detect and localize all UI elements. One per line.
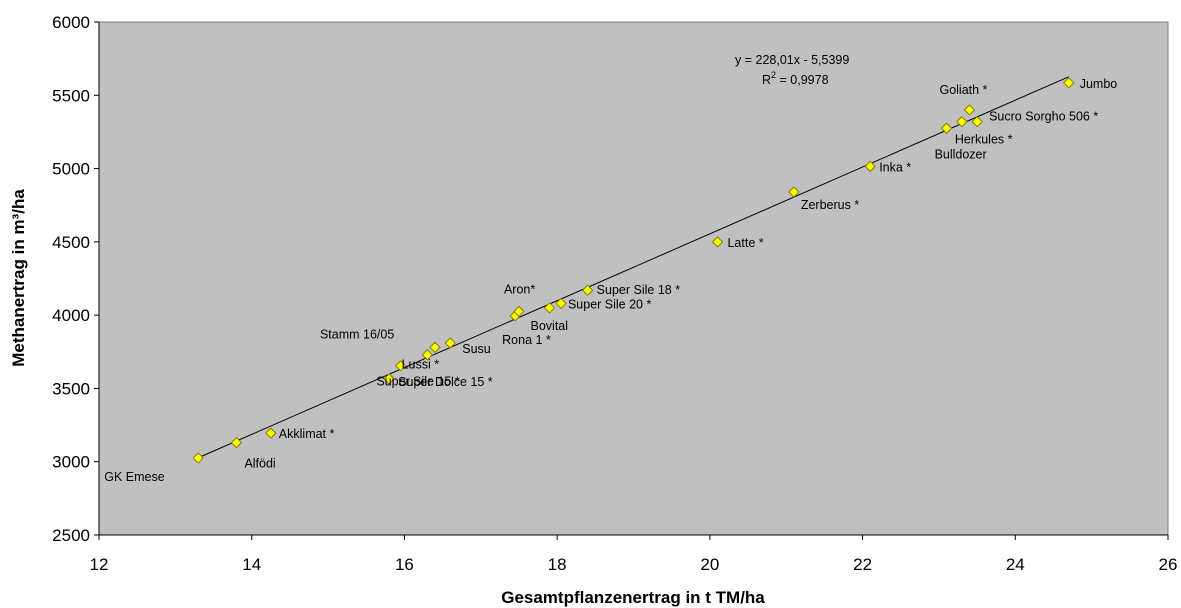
data-point-label: Aron* (504, 282, 535, 296)
data-point-label: Super Sile 20 * (568, 297, 652, 311)
data-point (555, 297, 567, 310)
data-point (788, 186, 800, 198)
data-point-label: Sucro Sorgho 506 * (989, 110, 1098, 124)
x-tick-label: 26 (1159, 555, 1178, 574)
data-point (230, 436, 243, 449)
data-point-label: Bulldozer (935, 147, 987, 161)
data-point-label: Herkules * (955, 133, 1013, 147)
data-point (421, 349, 434, 361)
data-point-label: Latte * (727, 236, 763, 250)
y-tick-label: 4000 (52, 306, 90, 325)
data-point (581, 284, 594, 296)
data-point (429, 341, 441, 354)
data-point (1063, 77, 1075, 89)
trendline (198, 76, 1069, 459)
r2-value: = 0,9978 (776, 73, 829, 87)
data-point (394, 360, 407, 372)
data-point-label: Stamm 16/05 (320, 327, 394, 341)
x-axis-title: Gesamtpflanzenertrag in t TM/ha (501, 588, 765, 607)
x-tick-label: 24 (1006, 555, 1025, 574)
data-point-label: Super Sile 18 * (597, 283, 681, 297)
data-point (940, 122, 953, 134)
y-axis: 2500 3000 3500 4000 4500 5000 5500 6000 (52, 13, 100, 545)
data-point-label: Lussi * (402, 358, 440, 372)
data-point-label: Bovital (531, 319, 569, 333)
data-point (963, 104, 976, 116)
data-point (383, 373, 395, 385)
r2-prefix: R (762, 73, 771, 87)
data-point-label: Inka * (879, 160, 911, 174)
y-tick-label: 5000 (52, 160, 90, 179)
data-point-label: Akklimat * (279, 427, 335, 441)
data-point (543, 302, 556, 314)
data-point-label: Super Sile 15 * (376, 375, 460, 389)
x-tick-label: 18 (548, 555, 567, 574)
x-tick-label: 20 (700, 555, 719, 574)
x-tick-label: 12 (90, 555, 109, 574)
y-tick-label: 2500 (52, 526, 90, 545)
data-point-label: Jumbo (1080, 77, 1118, 91)
data-point (956, 115, 968, 128)
data-point-labels: GK Emese Alfödi Akklimat * Super Dolce 15 *… (104, 77, 1117, 484)
y-tick-label: 6000 (52, 13, 90, 32)
data-point-label: Rona 1 * (502, 333, 551, 347)
x-tick-label: 22 (853, 555, 872, 574)
data-point (265, 427, 277, 439)
data-point (444, 337, 456, 349)
y-tick-label: 5500 (52, 86, 90, 105)
data-point-label: Super Dolce 15 * (398, 375, 493, 389)
data-points (192, 77, 1075, 464)
r2-superscript: 2 (771, 70, 776, 80)
trendline-equation: y = 228,01x - 5,5399 R2 = 0,9978 (735, 53, 849, 87)
trendline-equation-text: y = 228,01x - 5,5399 (735, 53, 849, 67)
plot-area (98, 21, 1169, 536)
y-axis-title: Methanertrag in m³/ha (9, 189, 28, 367)
data-point (971, 115, 983, 128)
y-tick-label: 3000 (52, 453, 90, 472)
data-point (864, 160, 876, 173)
data-point (711, 236, 724, 248)
data-point-label: Susu (462, 342, 491, 356)
x-tick-label: 14 (242, 555, 261, 574)
y-tick-label: 3500 (52, 379, 90, 398)
x-tick-label: 16 (395, 555, 414, 574)
data-point-label: Alfödi (244, 457, 275, 471)
trendline-r2-text: R2 = 0,9978 (762, 70, 829, 87)
data-point (513, 305, 525, 318)
data-point-label: Goliath * (939, 83, 987, 97)
data-point (192, 452, 204, 464)
data-point-label: Zerberus * (801, 198, 859, 212)
data-point-label: GK Emese (104, 470, 164, 484)
y-tick-label: 4500 (52, 233, 90, 252)
x-axis: 12 14 16 18 20 22 24 26 (90, 534, 1178, 574)
